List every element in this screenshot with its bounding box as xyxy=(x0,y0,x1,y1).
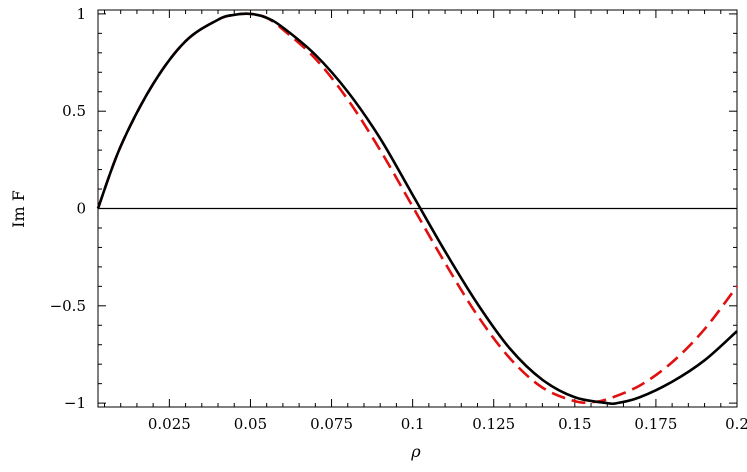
x-tick-label: 0.05 xyxy=(234,415,267,433)
y-tick-label: −0.5 xyxy=(50,297,86,315)
series-solid-black-line xyxy=(96,12,738,406)
x-tick-label: 0.025 xyxy=(148,415,191,433)
x-tick-label: 0.1 xyxy=(401,415,425,433)
y-tick-label: 1 xyxy=(76,5,86,23)
x-axis-title: ρ xyxy=(410,442,421,461)
y-tick-label: 0.5 xyxy=(62,102,86,120)
y-axis-title: Im F xyxy=(9,190,28,228)
x-tick-label: 0.2 xyxy=(725,415,747,433)
x-tick-label: 0.075 xyxy=(310,415,353,433)
x-tick-label: 0.175 xyxy=(634,415,677,433)
x-tick-label: 0.125 xyxy=(472,415,515,433)
x-tick-label: 0.15 xyxy=(558,415,591,433)
y-tick-label: 0 xyxy=(76,200,86,218)
y-tick-label: −1 xyxy=(64,394,86,412)
